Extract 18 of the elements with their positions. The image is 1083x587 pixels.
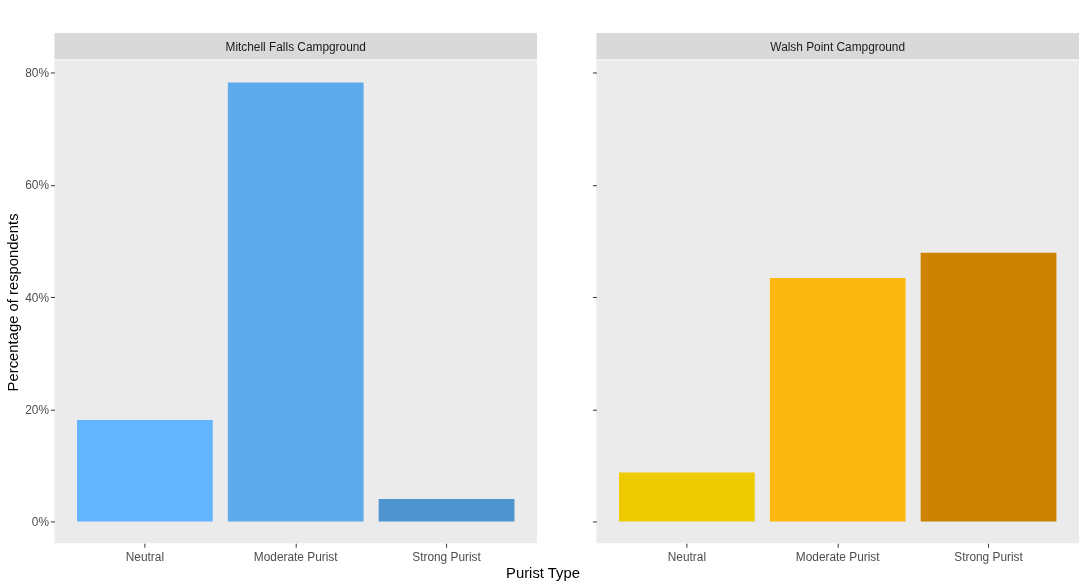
- y-tick-label: 0%: [31, 514, 50, 529]
- x-tick-label: Moderate Purist: [253, 549, 339, 564]
- x-tick-label: Neutral: [667, 549, 707, 564]
- y-tick-label: 20%: [25, 402, 50, 417]
- chart-title: Mitchell Falls Campground: [225, 39, 366, 54]
- y-tick-label: 80%: [25, 66, 50, 81]
- chart-title: Walsh Point Campground: [770, 39, 906, 54]
- x-tick-label: Neutral: [125, 549, 165, 564]
- bar: [227, 82, 364, 522]
- bar: [77, 419, 213, 522]
- x-tick-label: Strong Purist: [412, 549, 482, 564]
- x-tick-label: Moderate Purist: [795, 549, 881, 564]
- x-tick-label: Strong Purist: [954, 549, 1024, 564]
- x-axis-title: Purist Type: [506, 565, 580, 582]
- y-tick-label: 60%: [25, 178, 50, 193]
- bar: [378, 498, 515, 522]
- y-axis-title: Percentage of respondents: [5, 213, 22, 392]
- y-tick-label: 40%: [25, 290, 50, 305]
